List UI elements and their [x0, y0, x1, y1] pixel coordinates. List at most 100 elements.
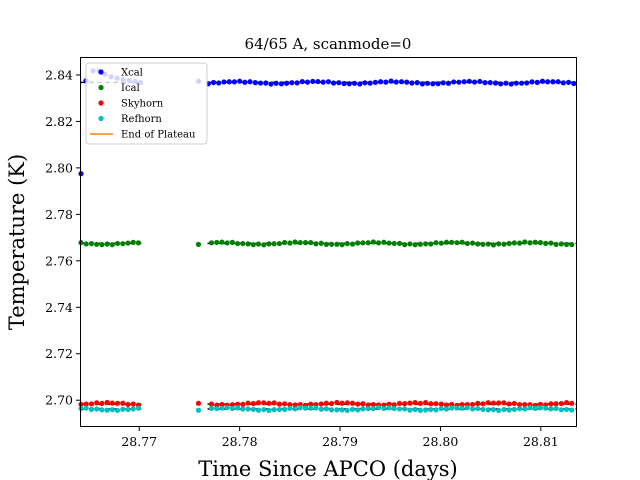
- point-skyhorn: [255, 400, 262, 406]
- point-refhorn: [365, 406, 371, 412]
- point-skyhorn: [563, 399, 570, 406]
- point-ical: [396, 240, 403, 247]
- y-tick-label: 2.70: [45, 393, 73, 408]
- point-xcal: [341, 80, 347, 87]
- point-refhorn: [88, 406, 95, 413]
- point-refhorn: [417, 407, 423, 413]
- point-ical: [490, 242, 497, 248]
- point-xcal: [273, 80, 279, 86]
- point-xcal: [440, 80, 446, 86]
- x-tick-label: 28.79: [322, 434, 358, 449]
- point-skyhorn: [104, 399, 110, 406]
- point-ical: [417, 241, 423, 247]
- point-ical: [407, 241, 413, 247]
- y-tick-label: 2.74: [45, 300, 73, 315]
- point-ical: [109, 242, 115, 248]
- point-xcal: [357, 81, 363, 87]
- point-refhorn: [475, 405, 481, 412]
- point-xcal: [299, 79, 305, 85]
- point-skyhorn: [276, 401, 283, 407]
- point-refhorn: [527, 405, 533, 411]
- point-xcal: [216, 80, 222, 86]
- point-skyhorn: [475, 400, 481, 406]
- point-skyhorn: [240, 401, 246, 407]
- point-xcal: [393, 79, 399, 85]
- point-refhorn: [104, 407, 110, 413]
- point-ical: [449, 239, 455, 245]
- point-skyhorn: [360, 401, 366, 407]
- point-xcal: [560, 80, 566, 86]
- legend-label-skyhorn: Skyhorn: [121, 99, 164, 110]
- point-skyhorn: [334, 399, 340, 406]
- point-ical: [266, 241, 272, 247]
- point-refhorn: [308, 405, 314, 411]
- point-refhorn: [360, 406, 366, 412]
- legend-marker-refhorn: [98, 115, 104, 122]
- point-xcal: [388, 78, 394, 84]
- point-skyhorn: [558, 400, 564, 407]
- point-skyhorn: [323, 400, 329, 406]
- point-refhorn: [370, 405, 376, 412]
- point-refhorn: [214, 405, 220, 412]
- point-skyhorn: [433, 401, 439, 407]
- point-skyhorn: [469, 401, 476, 408]
- point-ical: [370, 239, 376, 245]
- point-refhorn: [282, 406, 288, 413]
- point-ical: [365, 240, 371, 246]
- point-xcal: [456, 79, 462, 85]
- x-axis-label: Time Since APCO (days): [198, 457, 457, 480]
- point-xcal: [315, 78, 321, 85]
- point-ical: [548, 240, 554, 246]
- point-skyhorn: [287, 402, 293, 408]
- point-skyhorn: [438, 401, 444, 407]
- legend-label-end-of-plateau: End of Plateau: [121, 130, 196, 141]
- point-xcal: [451, 79, 457, 85]
- y-tick-label: 2.78: [45, 207, 73, 222]
- point-ical: [412, 242, 418, 248]
- point-skyhorn: [261, 400, 267, 406]
- point-skyhorn: [443, 402, 450, 408]
- point-refhorn: [433, 407, 439, 413]
- point-xcal: [237, 78, 243, 84]
- point-xcal: [498, 81, 504, 87]
- point-ical: [313, 241, 319, 247]
- point-refhorn: [344, 407, 350, 414]
- point-ical: [83, 241, 89, 247]
- point-refhorn: [240, 406, 246, 412]
- point-ical: [438, 240, 444, 246]
- point-refhorn: [261, 406, 267, 413]
- point-xcal: [362, 80, 368, 86]
- point-refhorn: [271, 407, 277, 413]
- point-skyhorn: [292, 402, 298, 408]
- point-refhorn: [459, 405, 465, 411]
- point-refhorn: [339, 407, 345, 413]
- point-skyhorn: [250, 400, 256, 407]
- point-refhorn: [490, 407, 497, 413]
- point-ical: [506, 240, 512, 247]
- point-skyhorn: [271, 400, 277, 406]
- point-skyhorn: [428, 401, 434, 407]
- point-refhorn: [318, 406, 324, 412]
- point-xcal: [325, 79, 331, 85]
- point-xcal: [242, 79, 248, 85]
- point-xcal: [466, 78, 472, 84]
- point-skyhorn: [339, 400, 345, 406]
- point-ical: [459, 239, 465, 245]
- point-skyhorn: [282, 401, 288, 407]
- point-skyhorn: [308, 401, 314, 407]
- point-refhorn: [120, 406, 126, 412]
- point-xcal: [210, 79, 217, 86]
- point-refhorn: [83, 405, 89, 411]
- y-tick-label: 2.82: [45, 114, 73, 129]
- point-refhorn: [302, 405, 309, 411]
- point-ical: [245, 241, 251, 247]
- point-ical: [88, 241, 95, 247]
- point-refhorn: [292, 406, 298, 412]
- point-xcal: [508, 81, 514, 87]
- point-xcal: [247, 79, 253, 85]
- point-ical: [344, 241, 350, 247]
- point-refhorn: [501, 406, 507, 413]
- point-xcal: [398, 79, 405, 85]
- point-refhorn: [511, 406, 517, 412]
- point-ical: [125, 240, 131, 246]
